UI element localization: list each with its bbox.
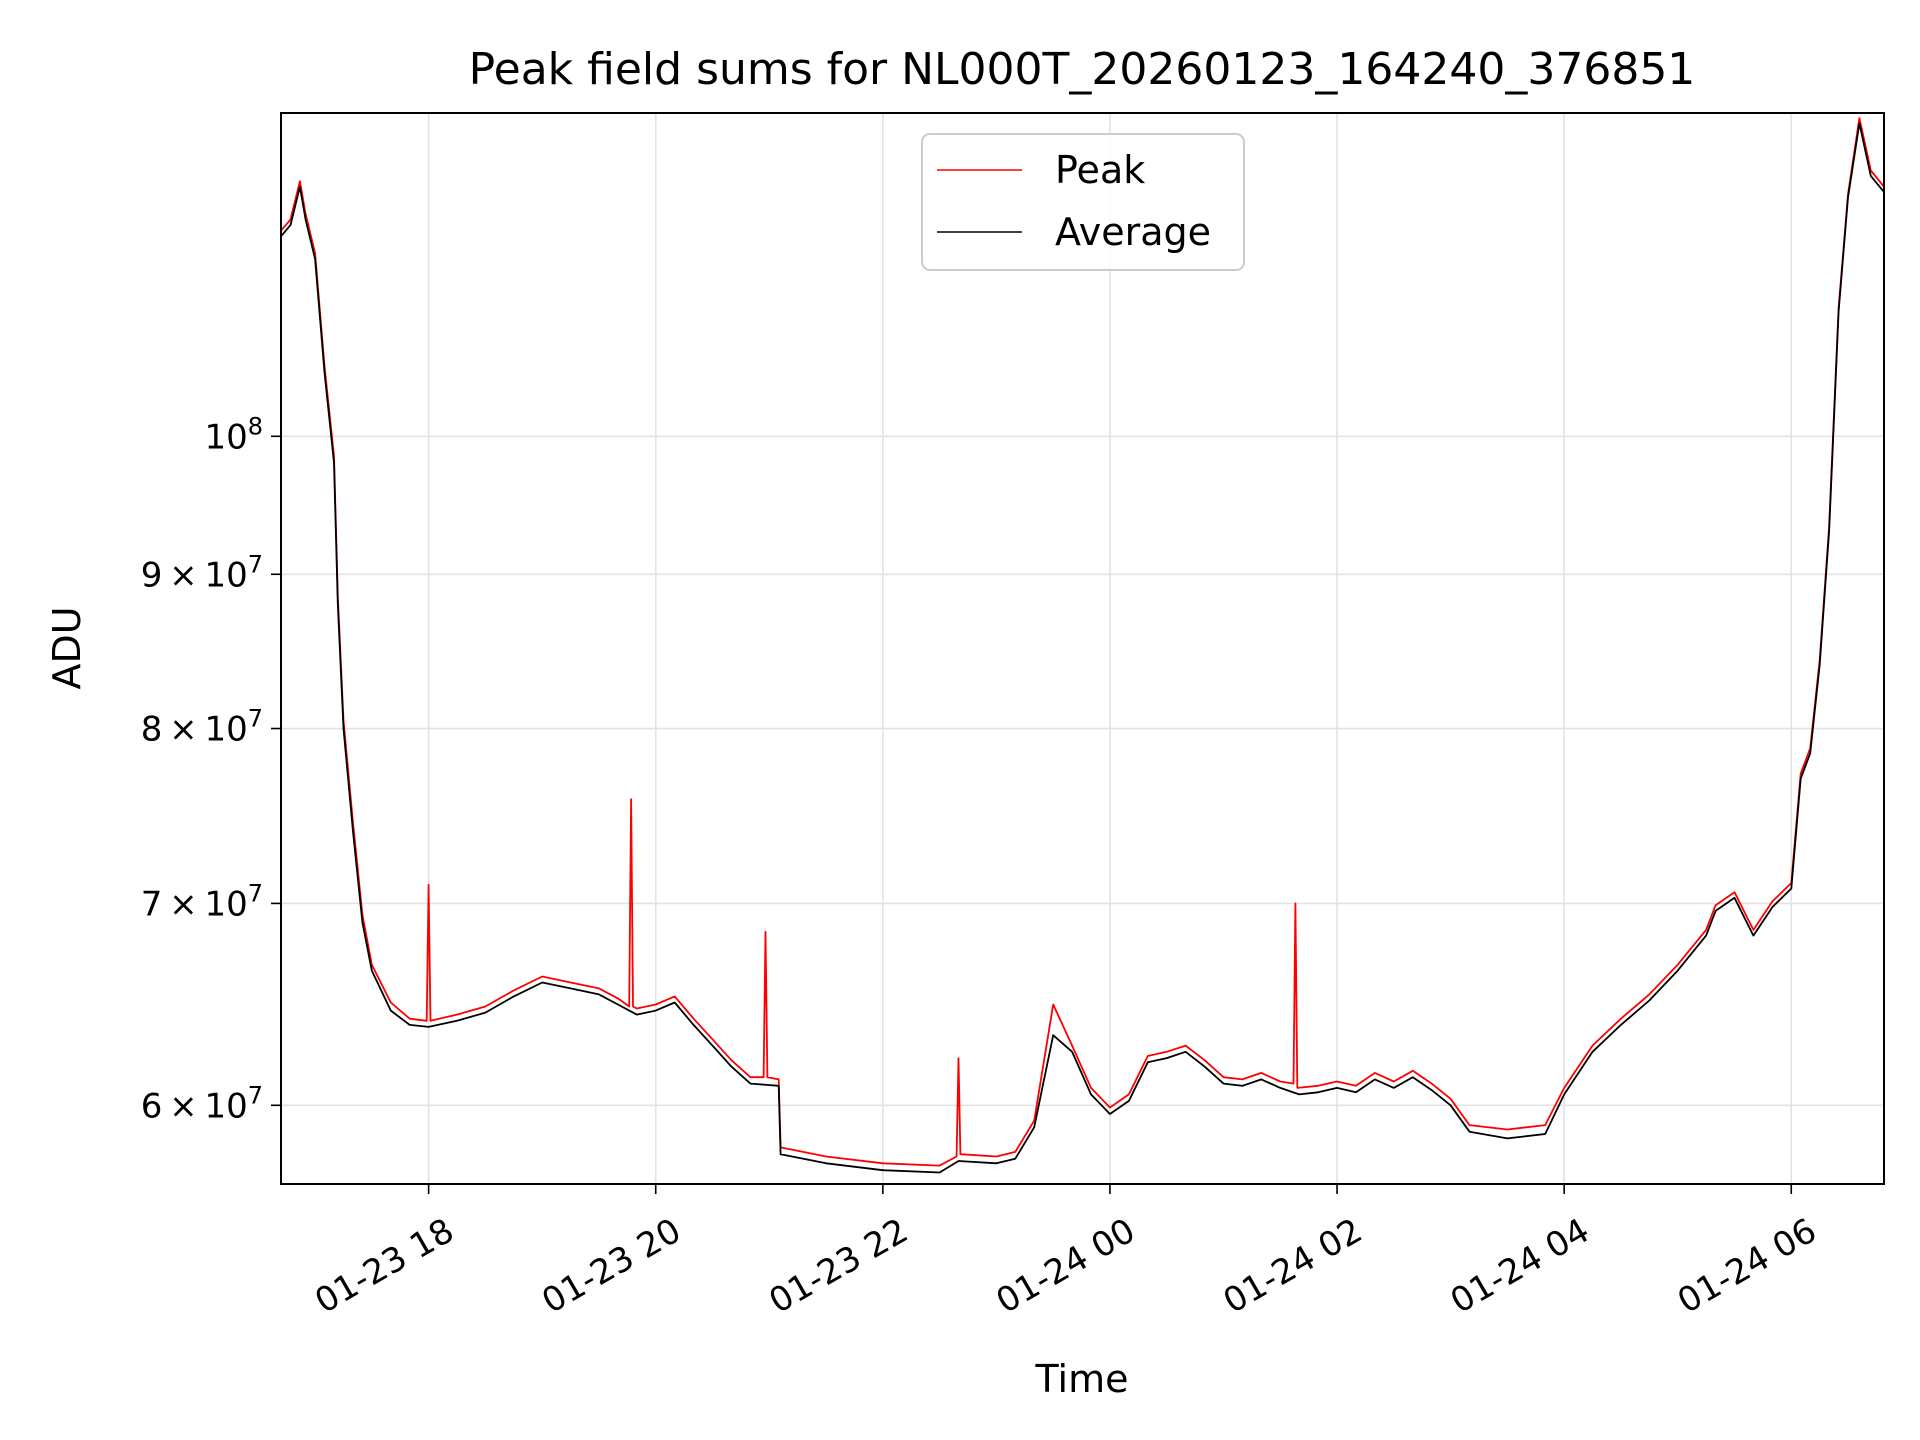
y-tick-label: 9 × 107	[141, 550, 263, 595]
plot-frame	[280, 112, 1885, 1185]
legend-label-average: Average	[1055, 210, 1211, 254]
y-tick-label: 6 × 107	[141, 1081, 263, 1126]
legend-box	[921, 133, 1245, 271]
chart-title: Peak field sums for NL000T_20260123_1642…	[469, 44, 1696, 95]
legend-label-peak: Peak	[1055, 148, 1145, 192]
y-tick-label: 7 × 107	[141, 879, 263, 924]
series-lines	[280, 117, 1885, 1174]
y-tick-label: 108	[204, 412, 263, 457]
x-axis-label: Time	[1035, 1357, 1129, 1401]
series-line-average	[280, 122, 1885, 1174]
y-tick-label: 8 × 107	[141, 705, 263, 750]
y-axis-label: ADU	[45, 606, 89, 689]
grid	[281, 113, 1884, 1184]
series-line-peak	[280, 117, 1885, 1167]
legend: Peak Average	[921, 133, 1245, 271]
